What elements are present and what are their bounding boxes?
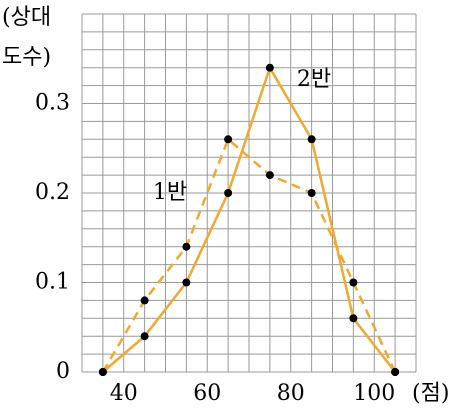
series-line	[102, 64, 397, 373]
y-tick-label: 0	[56, 359, 70, 384]
y-tick-label: 0.2	[35, 180, 70, 205]
data-point	[307, 135, 316, 144]
series-line	[101, 137, 397, 373]
data-point	[140, 296, 149, 305]
data-point	[265, 171, 274, 180]
x-unit: (점)	[412, 381, 449, 406]
data-point	[349, 314, 358, 323]
data-point	[98, 368, 107, 376]
x-tick-label: 40	[110, 381, 138, 406]
data-point	[140, 332, 149, 341]
data-point	[265, 63, 274, 72]
y-label: (상대	[2, 5, 51, 30]
y-tick-label: 0.3	[35, 91, 70, 116]
y-tick-label: 0.1	[35, 270, 70, 295]
data-point	[349, 278, 358, 287]
data-point	[182, 278, 191, 287]
x-tick-label: 60	[193, 381, 221, 406]
data-point	[224, 189, 233, 197]
series-label: 2반	[297, 67, 331, 92]
x-tick-label: 80	[277, 381, 305, 406]
data-point	[182, 242, 191, 251]
y-label: 도수)	[2, 45, 51, 70]
x-tick-label: 100	[353, 381, 395, 406]
data-point	[224, 135, 233, 144]
series-label: 1반	[153, 180, 187, 205]
data-point	[307, 189, 316, 197]
data-point	[391, 368, 400, 376]
